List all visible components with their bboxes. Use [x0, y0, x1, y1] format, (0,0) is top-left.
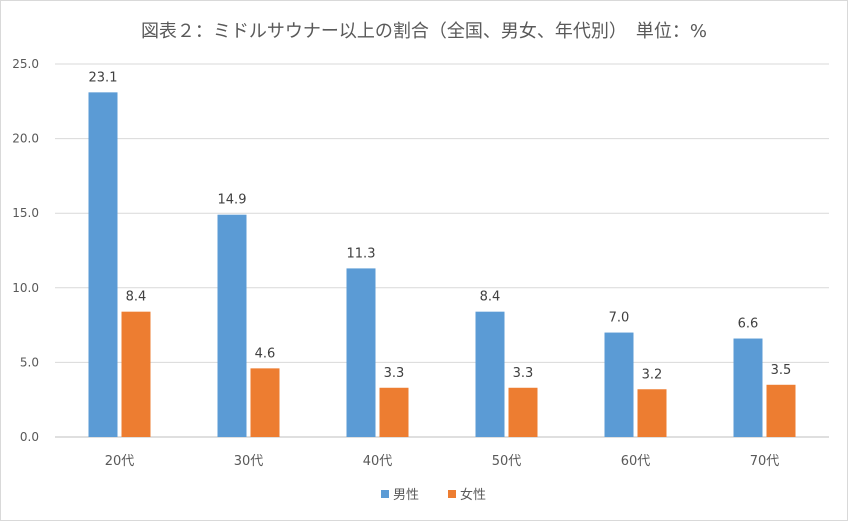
chart-title: 図表２：ミドルサウナー以上の割合（全国、男女、年代別） 単位：%	[141, 21, 707, 42]
y-tick-label: 5.0	[20, 355, 39, 369]
y-tick-label: 25.0	[12, 57, 39, 71]
legend: 男性 女性	[381, 487, 486, 503]
bar-female	[766, 384, 796, 437]
x-category-label: 50代	[492, 454, 522, 469]
data-label: 4.6	[255, 346, 276, 361]
data-label: 3.3	[513, 366, 534, 381]
data-label: 11.3	[347, 246, 376, 261]
data-label: 8.4	[126, 290, 147, 305]
bars	[88, 92, 796, 438]
data-label: 14.9	[218, 193, 247, 208]
y-tick-label: 0.0	[20, 430, 39, 444]
y-tick-label: 20.0	[12, 132, 39, 146]
x-axis-categories: 20代 30代 40代 50代 60代 70代	[105, 454, 780, 469]
x-category-label: 20代	[105, 454, 135, 469]
data-label: 3.5	[771, 363, 792, 378]
data-labels: 23.1 8.4 14.9 4.6 11.3 3.3 8.4 3.3 7.0 3.2 6.6 3.5	[89, 70, 792, 382]
data-label: 3.2	[642, 367, 663, 382]
data-label: 8.4	[480, 290, 501, 305]
data-label: 23.1	[89, 70, 118, 85]
legend-swatch-female	[448, 490, 456, 498]
bar-female	[121, 311, 151, 437]
x-category-label: 30代	[234, 454, 264, 469]
y-tick-label: 10.0	[12, 281, 39, 295]
bar-male	[346, 268, 376, 437]
legend-label-male: 男性	[393, 488, 419, 503]
gridlines	[55, 63, 829, 438]
bar-male	[88, 92, 118, 438]
legend-swatch-male	[381, 490, 389, 498]
y-tick-label: 15.0	[12, 206, 39, 220]
data-label: 3.3	[384, 366, 405, 381]
bar-female	[508, 387, 538, 437]
data-label: 7.0	[609, 311, 630, 326]
x-category-label: 40代	[363, 454, 393, 469]
bar-female	[250, 368, 280, 437]
bar-male	[733, 338, 763, 437]
x-category-label: 60代	[621, 454, 651, 469]
x-category-label: 70代	[750, 454, 780, 469]
bar-female	[379, 387, 409, 437]
bar-female	[637, 389, 667, 437]
data-label: 6.6	[738, 317, 759, 332]
bar-male	[475, 311, 505, 437]
legend-label-female: 女性	[460, 487, 486, 503]
bar-male	[604, 332, 634, 437]
bar-male	[217, 214, 247, 437]
y-axis-ticks: 0.0 5.0 10.0 15.0 20.0 25.0	[12, 57, 39, 444]
